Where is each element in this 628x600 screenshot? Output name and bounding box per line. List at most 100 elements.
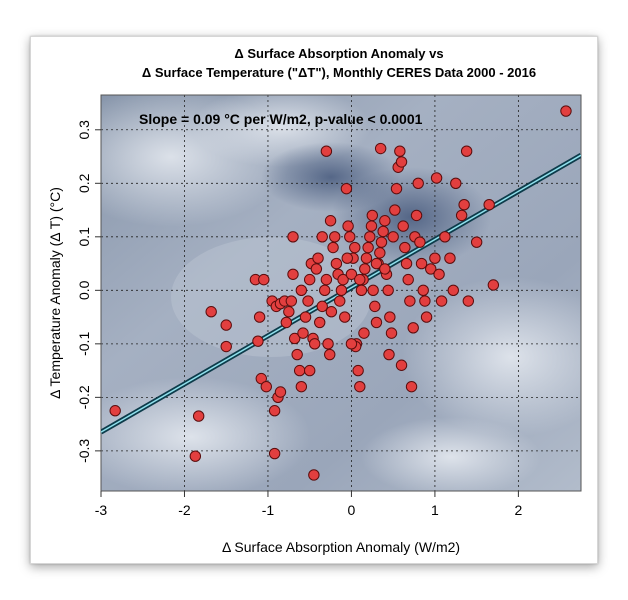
x-tick-label: -3 bbox=[95, 502, 108, 518]
data-point bbox=[460, 145, 473, 157]
data-point bbox=[365, 220, 378, 232]
data-point bbox=[287, 231, 299, 243]
y-tick-label: -0.3 bbox=[76, 439, 92, 463]
data-point bbox=[205, 306, 217, 318]
data-point bbox=[429, 252, 441, 264]
data-point bbox=[308, 469, 320, 481]
data-point bbox=[316, 300, 328, 313]
data-point bbox=[412, 177, 424, 189]
data-point bbox=[399, 241, 411, 254]
chart-title-line-1: Δ Surface Absorption Anomaly vs bbox=[234, 46, 443, 61]
data-point bbox=[425, 263, 437, 275]
data-point bbox=[414, 236, 426, 248]
data-point bbox=[370, 316, 383, 329]
data-point bbox=[253, 311, 266, 323]
data-point bbox=[322, 338, 334, 350]
data-point bbox=[439, 231, 451, 243]
y-tick-label: -0.1 bbox=[76, 332, 92, 356]
data-point bbox=[360, 252, 373, 264]
data-point bbox=[560, 105, 572, 117]
data-point bbox=[325, 306, 338, 318]
data-point bbox=[374, 247, 386, 259]
data-point bbox=[387, 231, 399, 243]
data-point bbox=[220, 340, 232, 353]
data-point bbox=[397, 220, 409, 232]
x-tick-label: 2 bbox=[514, 502, 522, 518]
data-point bbox=[447, 284, 459, 297]
data-point bbox=[252, 335, 264, 347]
data-points bbox=[109, 105, 572, 481]
data-point bbox=[359, 263, 371, 275]
x-axis: -3 -2 -1 0 1 2 bbox=[95, 491, 522, 518]
data-point bbox=[435, 295, 448, 307]
data-point bbox=[395, 156, 408, 168]
data-point bbox=[189, 450, 202, 462]
data-point bbox=[487, 279, 500, 291]
y-tick-label: 0.0 bbox=[76, 280, 92, 300]
data-point bbox=[433, 268, 445, 280]
data-point bbox=[402, 273, 414, 286]
scatter-chart: Δ Surface Absorption Anomaly vs Δ Surfac… bbox=[47, 46, 582, 555]
data-point bbox=[335, 284, 348, 297]
data-point bbox=[319, 284, 331, 297]
data-point bbox=[349, 241, 361, 254]
data-point bbox=[345, 338, 358, 350]
data-point bbox=[291, 348, 303, 361]
data-point bbox=[383, 348, 395, 361]
data-point bbox=[288, 332, 301, 345]
data-point bbox=[324, 348, 336, 361]
data-point bbox=[419, 295, 431, 307]
data-point bbox=[327, 241, 339, 254]
data-point bbox=[268, 405, 281, 417]
data-point bbox=[364, 231, 376, 243]
data-point bbox=[462, 295, 475, 307]
x-axis-label: Δ Surface Absorption Anomaly (W/m2) bbox=[222, 539, 460, 555]
data-point bbox=[450, 177, 462, 189]
data-point bbox=[400, 257, 413, 270]
data-point bbox=[303, 364, 316, 377]
data-point bbox=[339, 311, 351, 323]
data-point bbox=[370, 257, 383, 270]
data-point bbox=[109, 405, 121, 417]
data-point bbox=[345, 268, 358, 280]
chart-title-line-2: Δ Surface Temperature ("ΔT"), Monthly CE… bbox=[142, 65, 536, 80]
data-point bbox=[483, 199, 495, 211]
data-point bbox=[303, 273, 316, 286]
data-point bbox=[341, 252, 353, 264]
data-point bbox=[260, 380, 272, 393]
data-point bbox=[382, 284, 394, 297]
data-point bbox=[410, 209, 423, 222]
data-point bbox=[470, 236, 483, 248]
data-point bbox=[374, 142, 387, 155]
data-point bbox=[320, 145, 333, 157]
data-point bbox=[379, 215, 391, 227]
x-tick-label: 1 bbox=[431, 502, 439, 518]
data-point bbox=[375, 236, 388, 248]
slope-annotation: Slope = 0.09 °C per W/m2, p-value < 0.00… bbox=[139, 111, 423, 127]
data-point bbox=[283, 306, 295, 318]
data-point bbox=[377, 225, 389, 238]
data-point bbox=[268, 447, 281, 460]
data-point bbox=[384, 311, 396, 323]
data-point bbox=[390, 182, 403, 195]
data-point bbox=[297, 327, 309, 339]
data-point bbox=[369, 300, 381, 313]
data-point bbox=[329, 231, 341, 243]
data-point bbox=[354, 380, 366, 393]
y-tick-label: 0.3 bbox=[76, 120, 92, 140]
data-point bbox=[285, 295, 298, 307]
x-tick-label: -1 bbox=[262, 502, 275, 518]
data-point bbox=[417, 284, 429, 297]
y-axis: -0.3 -0.2 -0.1 0.0 0.1 0.2 0.3 bbox=[76, 120, 101, 463]
data-point bbox=[395, 359, 408, 371]
x-tick-label: -2 bbox=[178, 502, 191, 518]
data-point bbox=[389, 204, 401, 216]
y-tick-label: 0.1 bbox=[76, 227, 92, 247]
data-point bbox=[312, 252, 324, 264]
data-point bbox=[367, 284, 379, 297]
data-point bbox=[293, 364, 306, 377]
data-point bbox=[274, 386, 287, 398]
data-point bbox=[352, 364, 364, 377]
data-point bbox=[316, 231, 328, 243]
data-point bbox=[334, 295, 346, 307]
